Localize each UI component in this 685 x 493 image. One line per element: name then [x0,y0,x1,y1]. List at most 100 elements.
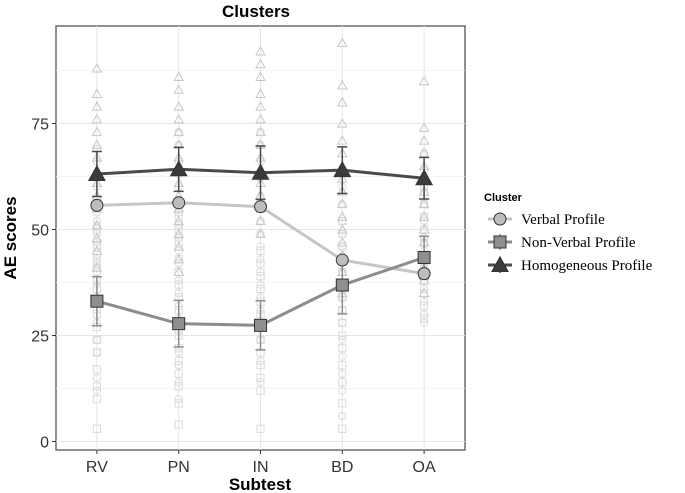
raw-point [174,369,183,378]
y-tick-label: 75 [31,117,49,134]
raw-point [174,238,183,247]
raw-point [173,126,185,137]
legend-label: Verbal Profile [521,212,605,228]
raw-point [338,335,347,344]
raw-point [256,242,265,251]
raw-point [420,297,429,306]
raw-point [91,245,103,255]
raw-point [256,255,265,264]
data-point [333,161,352,178]
raw-point [92,267,102,277]
raw-point [256,280,265,289]
raw-point [92,250,102,260]
raw-point [92,259,102,268]
raw-point [418,287,430,298]
raw-point [338,352,347,361]
raw-point [174,289,183,298]
raw-point [338,369,347,378]
raw-point [174,225,183,234]
raw-point [92,242,102,251]
y-tick-label: 0 [40,435,49,452]
raw-point [173,101,185,111]
raw-point [92,216,102,226]
raw-point [338,361,347,370]
raw-point [174,395,183,404]
raw-point [338,344,347,353]
raw-point [255,215,266,226]
raw-point [174,378,183,387]
raw-point [91,139,103,149]
raw-point [174,361,183,370]
raw-point [420,318,429,327]
x-tick-label: OA [413,459,436,476]
raw-point [92,335,102,344]
raw-point [92,382,102,391]
raw-point [255,228,266,238]
raw-point [338,318,347,327]
legend-label: Non-Verbal Profile [521,235,636,251]
legend-key-marker [493,212,507,226]
raw-point [336,96,348,107]
axes: 0 25 50 75 RV PN IN BD OA [31,117,436,476]
raw-point [92,373,102,383]
raw-point [173,228,185,238]
data-point [335,253,349,267]
raw-point [336,134,348,145]
raw-point [173,113,185,124]
raw-point [174,420,183,429]
raw-point [255,126,266,137]
raw-point [173,253,185,264]
raw-point [174,212,183,221]
raw-point [256,361,265,370]
raw-point [173,215,185,226]
chart-title: Clusters [222,2,290,21]
raw-point [174,399,183,408]
raw-point [420,314,429,323]
raw-point [91,101,103,111]
legend-key-marker [491,255,509,272]
raw-point [173,84,185,94]
data-point [251,163,270,180]
raw-point [255,71,266,81]
data-point [335,278,349,292]
raw-point [173,266,185,277]
x-tick-label: BD [331,459,353,476]
raw-point [336,198,348,209]
raw-point [174,356,183,366]
data-point [417,267,431,281]
raw-point [91,262,103,272]
data-point [254,318,267,332]
y-tick-label: 50 [31,223,49,240]
raw-point [336,236,348,247]
raw-point [336,211,348,221]
raw-point [255,113,266,124]
raw-point [256,259,265,268]
raw-point [420,301,429,310]
legend-key-marker [493,235,507,249]
raw-point [336,117,348,128]
raw-point [174,382,183,391]
raw-point [256,373,265,383]
raw-point [91,232,103,243]
data-point [415,169,434,186]
raw-point [418,211,430,221]
data-point [87,164,106,181]
data-point [254,200,267,214]
data-point [172,196,186,210]
raw-point [92,386,102,395]
raw-point [255,58,266,69]
x-tick-label: IN [253,459,269,476]
raw-point [174,276,183,285]
raw-point [91,88,103,98]
data-point [172,317,186,331]
raw-point [173,240,185,251]
raw-point [92,424,102,433]
raw-point [256,246,265,255]
raw-point [418,75,430,86]
legend-label: Homogeneous Profile [521,258,653,274]
legend: Cluster Verbal Profile Non-Verbal Profile… [484,192,653,274]
raw-point [256,272,265,281]
x-tick-label: RV [86,459,108,476]
data-point [417,251,431,265]
raw-point [336,223,348,234]
